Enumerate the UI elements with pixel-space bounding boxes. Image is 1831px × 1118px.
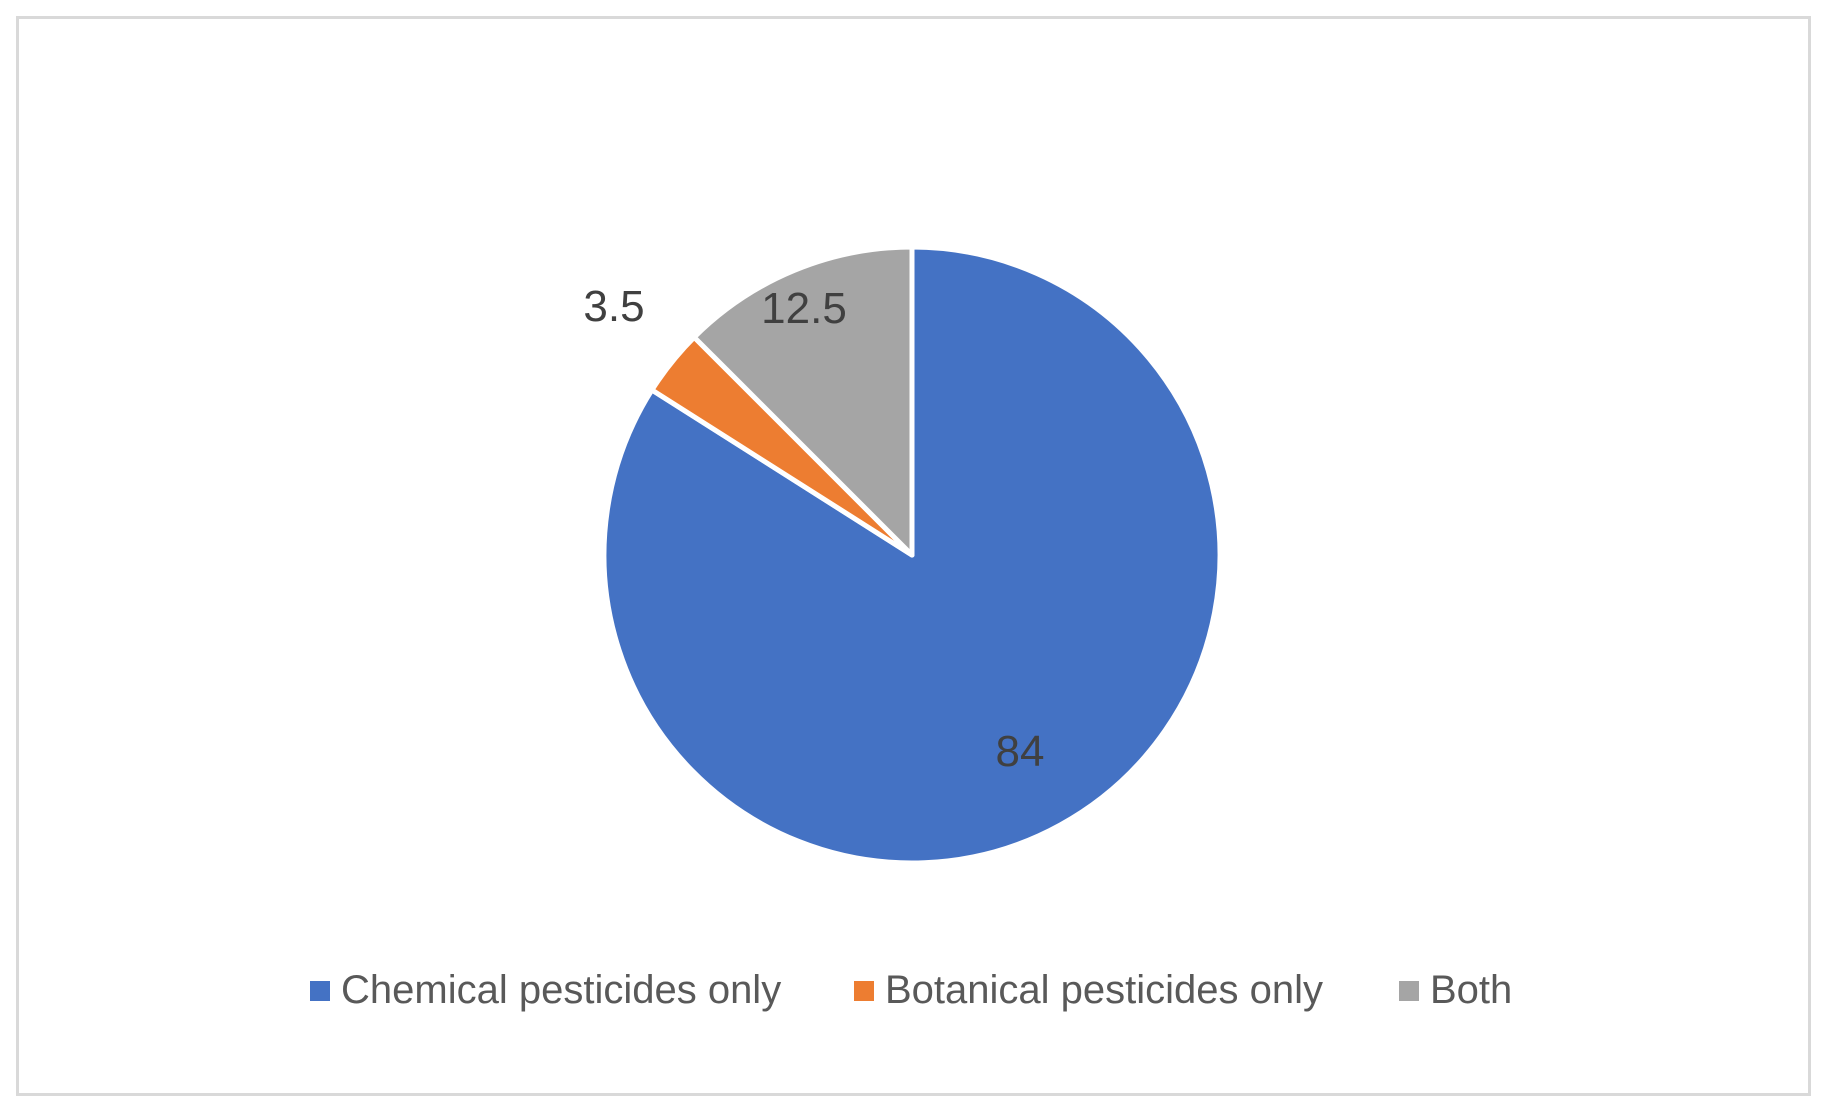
legend-label-both: Both — [1430, 968, 1512, 1012]
pie-slice-chemical-pesticides-only — [601, 244, 1223, 866]
legend-swatch-both — [1399, 981, 1419, 1001]
legend-item-botanical-pesticides-only: Botanical pesticides only — [854, 968, 1323, 1012]
legend-item-both: Both — [1399, 968, 1512, 1012]
legend: Chemical pesticides only Botanical pestic… — [310, 968, 1512, 1012]
legend-swatch-botanical-pesticides-only — [854, 981, 874, 1001]
legend-swatch-chemical-pesticides-only — [310, 981, 330, 1001]
pie-slices — [601, 244, 1223, 866]
chart-frame: 84 3.5 12.5 Chemical pesticides only Botani… — [16, 16, 1811, 1096]
legend-label-chemical-pesticides-only: Chemical pesticides only — [341, 968, 781, 1012]
pie-slice-both — [691, 244, 915, 558]
data-label-botanical-pesticides-only: 3.5 — [583, 282, 644, 331]
legend-label-botanical-pesticides-only: Botanical pesticides only — [885, 968, 1323, 1012]
data-label-both: 12.5 — [761, 284, 847, 333]
legend-item-chemical-pesticides-only: Chemical pesticides only — [310, 968, 781, 1012]
data-labels: 84 3.5 12.5 — [583, 282, 1044, 776]
pie-chart: 84 3.5 12.5 Chemical pesticides only Botani… — [310, 244, 1512, 1012]
data-label-chemical-pesticides-only: 84 — [996, 727, 1045, 776]
